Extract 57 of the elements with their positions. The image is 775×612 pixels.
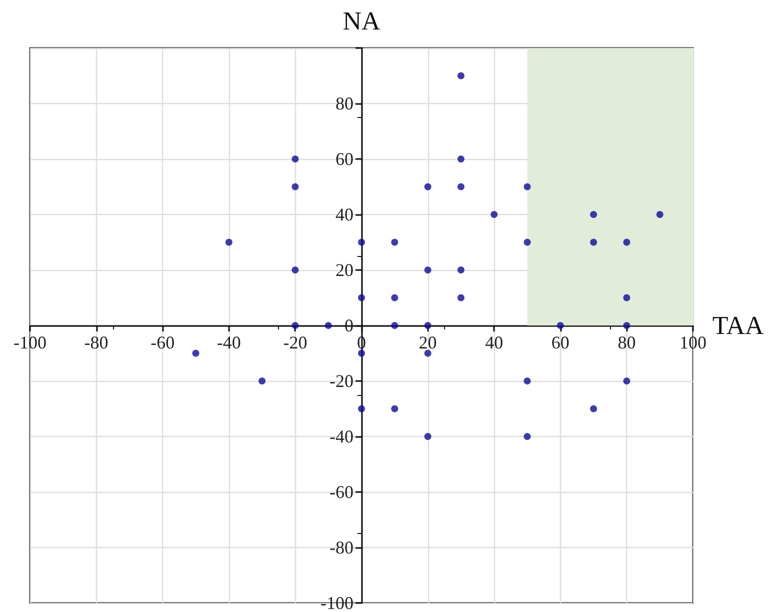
point [524,378,531,384]
x-tick-label: 40 [485,332,504,352]
point [623,294,630,302]
point [424,322,432,329]
point [623,322,630,329]
point [424,350,432,357]
point [457,183,464,190]
point [590,238,598,246]
y-axis-title: NA [342,6,380,36]
y-tick-label: -80 [330,538,354,558]
y-tick-label: 20 [336,260,354,280]
point [391,238,398,246]
point [590,405,598,412]
x-tick-label: 20 [418,332,437,352]
point [358,238,365,246]
y-tick-label: -20 [330,371,354,391]
point [590,211,598,218]
point [424,433,432,440]
x-tick-label: -40 [216,332,241,352]
y-tick-label: 40 [336,204,354,224]
point [424,183,432,190]
point [258,378,266,384]
point [225,238,232,246]
y-tick-label: -40 [330,426,354,446]
point [292,156,299,162]
point [424,266,432,274]
x-tick-label: -20 [283,332,308,352]
x-tick-label: -60 [150,332,175,352]
point [524,183,531,190]
point [623,238,630,246]
y-tick-label: 60 [336,149,354,169]
point [556,322,564,329]
point [457,294,464,302]
point [292,266,299,274]
point [623,378,630,384]
point [391,405,398,412]
y-tick-label: -60 [330,482,354,502]
x-tick-label: -80 [84,332,108,352]
point [391,322,398,329]
point [524,238,531,246]
y-tick-label: 80 [336,94,354,114]
x-axis-title: TAA [712,311,764,340]
point [490,211,498,218]
point [324,322,332,329]
x-tick-label: 80 [618,332,636,352]
point [524,433,531,440]
point [358,405,365,412]
point [391,294,398,302]
point [292,322,299,329]
point [656,211,664,218]
point [457,156,464,162]
point [457,72,464,80]
point [457,266,464,274]
x-tick-label: 60 [551,332,570,352]
point [192,350,200,357]
point [292,183,299,190]
point [358,294,365,302]
